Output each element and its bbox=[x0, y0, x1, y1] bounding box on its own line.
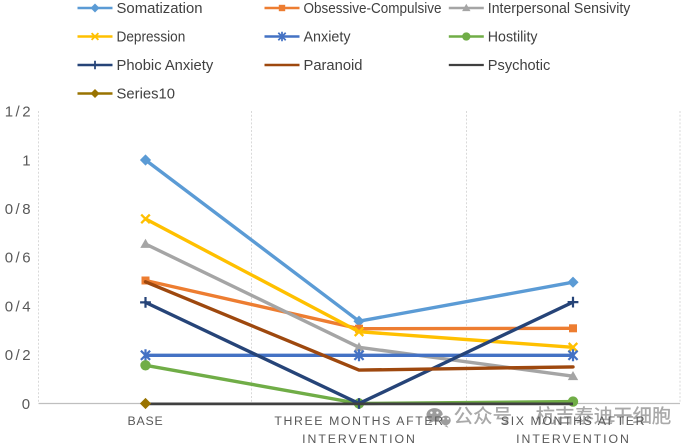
svg-text:Interpersonal Sensivity: Interpersonal Sensivity bbox=[488, 1, 631, 17]
svg-text:Series10: Series10 bbox=[117, 87, 176, 103]
svg-text:Depression: Depression bbox=[117, 30, 186, 46]
svg-text:Paranoid: Paranoid bbox=[304, 58, 363, 74]
svg-text:0: 0 bbox=[22, 396, 30, 413]
svg-text:1: 1 bbox=[22, 152, 30, 169]
svg-text:Somatization: Somatization bbox=[117, 1, 203, 17]
svg-text:0/8: 0/8 bbox=[5, 201, 33, 218]
svg-text:1/2: 1/2 bbox=[5, 104, 33, 121]
svg-text:Obsessive-Compulsive: Obsessive-Compulsive bbox=[304, 1, 442, 17]
svg-text:0/4: 0/4 bbox=[5, 298, 33, 315]
svg-text:Hostility: Hostility bbox=[488, 30, 538, 46]
svg-text:0/2: 0/2 bbox=[5, 347, 33, 364]
svg-text:SIX MONTHS AFTER: SIX MONTHS AFTER bbox=[501, 414, 646, 428]
svg-text:Psychotic: Psychotic bbox=[488, 58, 551, 74]
svg-text:Phobic Anxiety: Phobic Anxiety bbox=[117, 58, 214, 74]
svg-text:THREE MONTHS AFTER: THREE MONTHS AFTER bbox=[274, 414, 444, 428]
svg-text:0/6: 0/6 bbox=[5, 250, 33, 267]
svg-text:INTERVENTION: INTERVENTION bbox=[302, 432, 417, 445]
svg-text:INTERVENTION: INTERVENTION bbox=[516, 432, 631, 445]
svg-text:Anxiety: Anxiety bbox=[304, 30, 352, 46]
svg-text:BASE: BASE bbox=[127, 414, 163, 428]
